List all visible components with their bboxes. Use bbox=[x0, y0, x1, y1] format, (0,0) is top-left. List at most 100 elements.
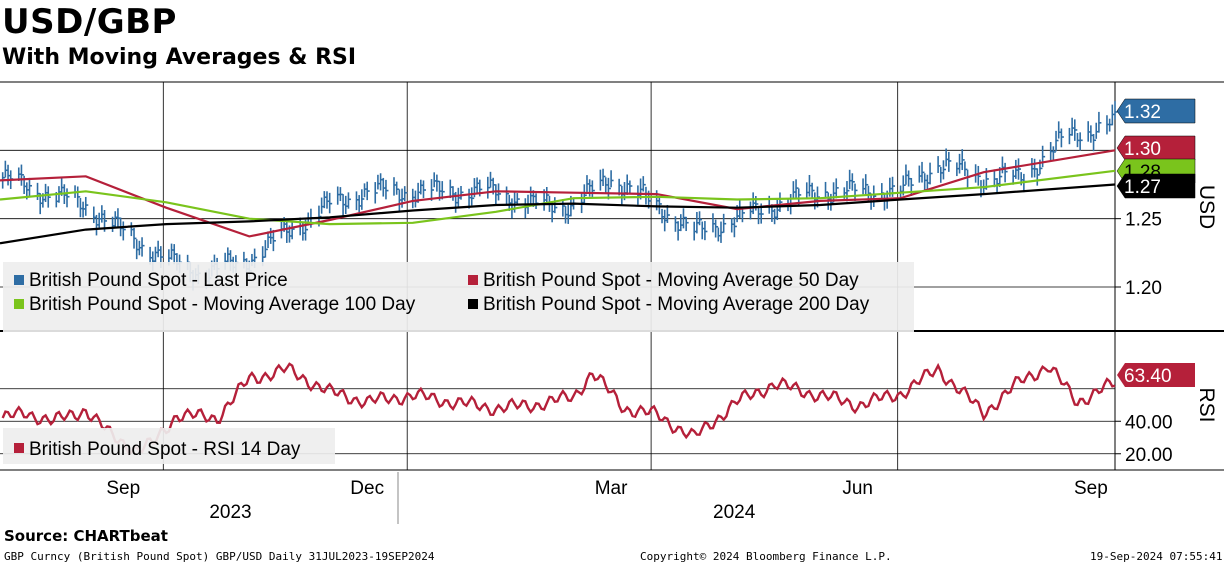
price-bar bbox=[1073, 119, 1078, 141]
price-bar bbox=[824, 181, 829, 199]
price-bar bbox=[1036, 168, 1040, 186]
footer-timestamp: 19-Sep-2024 07:55:41 bbox=[1090, 550, 1223, 563]
price-bar bbox=[851, 173, 855, 191]
rsi-legend: British Pound Spot - RSI 14 Day bbox=[3, 428, 335, 464]
price-bar bbox=[1017, 158, 1022, 180]
price-bar bbox=[685, 216, 689, 232]
x-year-label: 2024 bbox=[713, 502, 756, 523]
footer-copyright: Copyright© 2024 Bloomberg Finance L.P. bbox=[640, 550, 892, 563]
x-tick-label: Mar bbox=[595, 478, 628, 499]
x-tick-label: Dec bbox=[350, 478, 384, 499]
price-bar bbox=[864, 174, 869, 196]
chart-title: USD/GBP bbox=[2, 2, 177, 42]
rsi-tick-label: 40.00 bbox=[1125, 412, 1173, 433]
price-bar bbox=[76, 186, 81, 208]
last-value-flag-label: 1.30 bbox=[1124, 139, 1161, 160]
rsi-axis-label: RSI bbox=[1195, 387, 1218, 422]
x-tick-label: Sep bbox=[106, 478, 140, 499]
price-bar bbox=[948, 151, 952, 172]
price-bar bbox=[347, 192, 351, 209]
price-bar bbox=[1004, 162, 1008, 183]
x-tick-label: Sep bbox=[1074, 478, 1108, 499]
ma200-line bbox=[0, 183, 1116, 245]
price-bar bbox=[714, 219, 719, 238]
price-bar bbox=[264, 240, 268, 258]
price-bar bbox=[291, 221, 295, 240]
price-bar bbox=[942, 160, 946, 180]
chart-subtitle: With Moving Averages & RSI bbox=[2, 45, 357, 70]
last-value-flag-label: 1.32 bbox=[1124, 102, 1161, 123]
price-bar bbox=[562, 199, 566, 217]
price-bar bbox=[666, 204, 670, 224]
price-bar bbox=[1079, 132, 1083, 151]
price-bar bbox=[779, 192, 783, 212]
price-bar bbox=[921, 161, 925, 183]
price-bar bbox=[1060, 128, 1064, 148]
last-value-flag-bg bbox=[1116, 173, 1196, 199]
price-bar bbox=[20, 164, 24, 186]
price-bar bbox=[122, 221, 126, 241]
price-bar bbox=[602, 168, 606, 187]
price-bar bbox=[1052, 146, 1056, 161]
price-bar bbox=[698, 211, 703, 226]
legend-swatch bbox=[14, 275, 24, 285]
price-bar bbox=[516, 193, 520, 206]
price-bar bbox=[422, 180, 426, 199]
last-value-flag: 1.27 bbox=[1116, 173, 1196, 199]
last-value-flag: 1.30 bbox=[1116, 135, 1196, 161]
price-bar bbox=[1041, 145, 1046, 168]
price-bar bbox=[966, 169, 971, 188]
rsi-legend-bg bbox=[3, 428, 335, 464]
x-tick-label: Jun bbox=[842, 478, 873, 499]
price-bar bbox=[795, 179, 799, 198]
price-bar bbox=[141, 237, 145, 257]
price-bar bbox=[846, 181, 850, 202]
price-bar bbox=[961, 149, 965, 171]
price-bar bbox=[929, 162, 933, 185]
price-bar bbox=[1098, 111, 1102, 133]
price-bar bbox=[591, 180, 595, 197]
source-note: Source: CHARTbeat bbox=[4, 527, 168, 545]
rsi-line bbox=[1, 362, 1116, 456]
price-bar bbox=[554, 197, 558, 214]
rsi-tick-label: 20.00 bbox=[1125, 445, 1173, 466]
price-bar bbox=[583, 184, 587, 205]
price-bar bbox=[733, 217, 737, 238]
price-bar bbox=[545, 187, 550, 204]
last-value-flag-bg bbox=[1116, 98, 1196, 124]
price-bar bbox=[835, 178, 839, 199]
price-tick-label: 1.25 bbox=[1125, 210, 1162, 231]
price-bar bbox=[460, 186, 464, 200]
price-bar bbox=[430, 179, 435, 201]
price-bar bbox=[441, 181, 445, 200]
footer-security: GBP Curncy (British Pound Spot) GBP/USD … bbox=[4, 550, 435, 563]
last-value-flag-label: 1.27 bbox=[1124, 177, 1161, 198]
rsi-flag-label: 63.40 bbox=[1124, 366, 1172, 387]
price-bar bbox=[642, 176, 646, 192]
legend-label: British Pound Spot - Moving Average 100 … bbox=[29, 294, 416, 315]
price-bar bbox=[607, 177, 611, 200]
legend-swatch bbox=[14, 443, 24, 453]
price-bar bbox=[658, 196, 662, 215]
price-bar bbox=[964, 161, 968, 177]
ma50-line bbox=[0, 149, 1116, 238]
legend-swatch bbox=[468, 275, 478, 285]
last-value-flag: 1.32 bbox=[1116, 98, 1196, 124]
last-value-flag-bg bbox=[1116, 135, 1196, 161]
price-bar bbox=[722, 213, 727, 233]
legend-swatch bbox=[14, 299, 24, 309]
legend-label: British Pound Spot - Moving Average 50 D… bbox=[483, 270, 859, 291]
price-bar bbox=[629, 180, 633, 194]
price-bar bbox=[84, 196, 89, 216]
price-bar bbox=[133, 227, 137, 249]
rsi-last-value-flag: 63.40 bbox=[1117, 363, 1195, 387]
legend-label: British Pound Spot - RSI 14 Day bbox=[29, 439, 301, 460]
price-bar bbox=[811, 182, 815, 199]
price-bar bbox=[470, 187, 475, 206]
price-bar bbox=[374, 182, 378, 204]
price-legend-bg bbox=[3, 262, 914, 332]
price-tick-label: 1.20 bbox=[1125, 278, 1162, 299]
price-bar bbox=[704, 221, 708, 241]
price-bar bbox=[1114, 101, 1118, 120]
price-bar bbox=[403, 186, 408, 202]
